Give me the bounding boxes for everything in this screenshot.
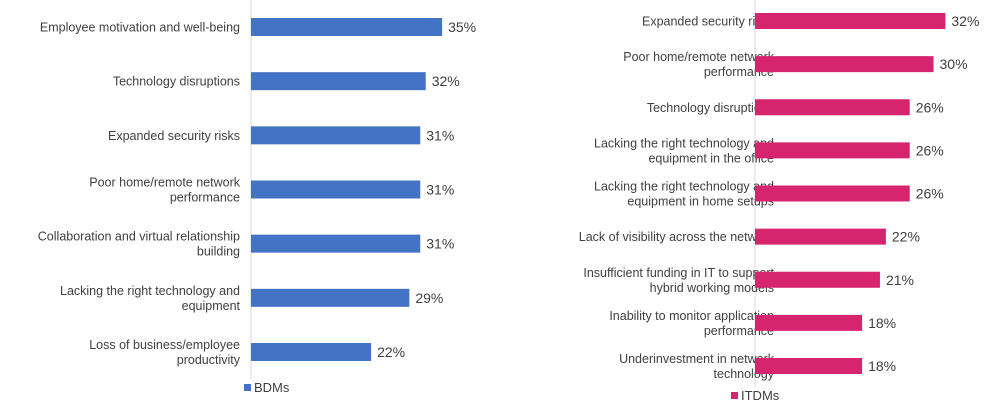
itdm-bar: [755, 56, 934, 73]
bdm-category-label: Expanded security risks: [108, 129, 240, 143]
bdm-value-label: 31%: [426, 127, 454, 143]
bdm-value-label: 32%: [432, 73, 460, 89]
itdm-category-label: Technology disruptions: [647, 101, 774, 115]
itdm-bar: [755, 228, 886, 245]
itdm-value-label: 21%: [886, 272, 914, 288]
itdm-bar: [755, 142, 910, 159]
bdm-value-label: 35%: [448, 19, 476, 35]
bdm-value-label: 29%: [415, 290, 443, 306]
itdm-value-label: 26%: [916, 142, 944, 158]
bdm-category-label: Technology disruptions: [113, 75, 240, 89]
bdm-value-label: 22%: [377, 344, 405, 360]
itdm-value-label: 26%: [916, 99, 944, 115]
bdm-bar: [251, 126, 421, 145]
bdm-category-label: Poor home/remote network performance: [89, 176, 241, 205]
itdm-category-label: Lacking the right technology and equipmen…: [594, 136, 774, 165]
bdm-bar: [251, 72, 426, 91]
itdm-value-label: 22%: [892, 229, 920, 245]
itdm-bar: [755, 99, 910, 116]
itdm-value-label: 26%: [916, 186, 944, 202]
bdm-bar: [251, 180, 421, 199]
itdm-chart: Expanded security risks 32% Poor home/remo…: [579, 0, 979, 403]
bdm-legend-swatch: [244, 384, 251, 391]
itdm-bar: [755, 185, 910, 202]
itdm-category-label: Lacking the right technology and equipmen…: [594, 180, 774, 209]
bdm-category-label: Collaboration and virtual relationship bu…: [38, 230, 240, 259]
itdm-bar: [755, 271, 880, 288]
itdm-legend-swatch: [731, 392, 738, 399]
bdm-bar: [251, 234, 421, 253]
bdm-category-label: Loss of business/employee productivity: [89, 338, 241, 367]
itdm-category-label: Poor home/remote network performance: [623, 50, 775, 79]
itdm-value-label: 32%: [951, 13, 979, 29]
bdm-bar: [251, 18, 443, 36]
bdm-chart: Employee motivation and well-being 35% Tec…: [38, 0, 476, 395]
bdm-category-label: Lacking the right technology and equipmen…: [60, 284, 241, 313]
itdm-category-label: Inability to monitor application performa…: [609, 309, 774, 338]
itdm-value-label: 18%: [868, 315, 896, 331]
bdm-category-label: Employee motivation and well-being: [40, 21, 240, 35]
bdm-bar: [251, 288, 410, 307]
itdm-category-label: Expanded security risks: [642, 15, 774, 29]
itdm-bar: [755, 314, 863, 331]
itdm-value-label: 18%: [868, 358, 896, 374]
itdm-category-label: Underinvestment in network technology: [619, 352, 775, 381]
itdm-bar: [755, 358, 863, 374]
bdm-value-label: 31%: [426, 236, 454, 252]
itdm-category-label: Lack of visibility across the network: [579, 230, 775, 244]
itdm-value-label: 30%: [940, 56, 968, 72]
bdm-bar: [251, 343, 372, 361]
itdm-category-label: Insufficient funding in IT to support hyb…: [583, 266, 774, 295]
bdm-legend-label: BDMs: [254, 380, 290, 395]
itdm-bar: [755, 13, 946, 29]
itdm-legend-label: ITDMs: [741, 388, 780, 403]
bdm-value-label: 31%: [426, 182, 454, 198]
